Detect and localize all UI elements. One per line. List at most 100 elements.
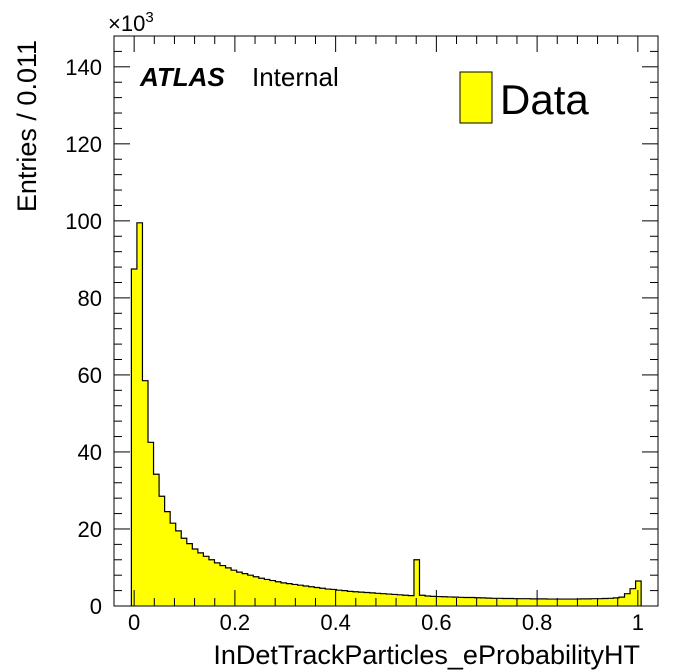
histogram-bar <box>558 599 564 606</box>
histogram-bar <box>275 581 282 606</box>
histogram-bar <box>347 591 354 606</box>
histogram-bar <box>236 572 243 606</box>
histogram-bar <box>159 496 166 606</box>
histogram-bar <box>491 598 498 606</box>
histogram-bar <box>358 592 365 606</box>
histogram-bar <box>131 269 138 606</box>
histogram-bar <box>530 598 537 606</box>
histogram-bar <box>253 576 260 606</box>
x-tick-label: 0.6 <box>421 610 452 635</box>
x-tick-label: 0.8 <box>522 610 553 635</box>
histogram-bar <box>469 597 476 606</box>
histogram-bar <box>519 598 526 606</box>
histogram-bar <box>413 559 420 606</box>
histogram-bar <box>391 594 398 606</box>
histogram-bar <box>580 598 587 606</box>
histogram-bar <box>142 380 149 606</box>
axes: 0 0.2 0.4 0.6 0.8 1 0 20 40 60 80 100 120 140 <box>65 36 659 635</box>
histogram-bar <box>591 598 598 606</box>
atlas-label: ATLAS <box>139 62 225 92</box>
x-tick-label: 0.2 <box>220 610 251 635</box>
histogram-bar <box>264 579 271 606</box>
histogram-bar <box>303 585 310 606</box>
x-tick-label: 0 <box>128 610 140 635</box>
histogram-bar <box>380 593 387 606</box>
histogram-bar <box>458 597 465 606</box>
histogram-bar <box>341 590 348 606</box>
histogram-bar <box>447 596 454 606</box>
histogram-bar <box>247 575 254 606</box>
histogram-bar <box>336 590 343 606</box>
histogram-bar <box>452 597 459 606</box>
y-tick-label: 120 <box>65 132 102 157</box>
legend: Data <box>459 71 589 124</box>
histogram-bar <box>330 589 337 606</box>
histogram-bar <box>153 474 160 606</box>
histogram-bar <box>441 596 448 606</box>
histogram-bar <box>319 588 326 606</box>
histogram-bar <box>203 556 210 606</box>
histogram-bar <box>624 593 631 606</box>
histogram-bar <box>607 598 614 606</box>
plot-frame <box>113 35 659 607</box>
x-tick-label: 1 <box>632 610 644 635</box>
histogram-outline <box>130 222 642 606</box>
histogram-bar <box>613 597 620 606</box>
histogram-bar <box>546 599 553 606</box>
histogram-bar <box>314 587 321 606</box>
y-tick-label: 60 <box>78 363 102 388</box>
histogram-bar <box>297 585 304 606</box>
histogram-bar <box>231 570 238 606</box>
histogram-bar <box>197 552 204 606</box>
histogram-bar <box>635 580 642 606</box>
y-tick-label: 80 <box>78 286 102 311</box>
histogram-bar <box>208 559 215 606</box>
histogram-bar <box>436 596 443 606</box>
y-tick-label: 100 <box>65 209 102 234</box>
legend-label-data: Data <box>500 76 589 123</box>
histogram-bar <box>308 586 315 606</box>
histogram-bar <box>214 562 221 606</box>
histogram-bar <box>369 592 376 606</box>
histogram-bar <box>269 580 276 606</box>
histogram-bar <box>175 530 182 606</box>
x-tick-label: 0.4 <box>320 610 351 635</box>
internal-label: Internal <box>252 62 339 92</box>
x-axis-label: InDetTrackParticles_eProbabilityHT <box>213 640 640 670</box>
y-axis-label: Entries / 0.011 <box>12 40 42 212</box>
histogram-bar <box>630 588 636 606</box>
histogram-bar <box>569 599 576 606</box>
histogram-bar <box>480 597 487 606</box>
histogram-bar <box>524 598 531 606</box>
histogram-bar <box>463 597 470 606</box>
histogram-bar <box>430 596 437 606</box>
legend-swatch-data <box>459 71 493 124</box>
y-tick-label: 20 <box>78 517 102 542</box>
histogram-bar <box>220 565 226 606</box>
histogram-bar <box>386 594 393 606</box>
histogram-bar <box>585 598 592 606</box>
y-axis-multiplier: ×103 <box>108 9 154 36</box>
histogram-bar <box>258 578 265 606</box>
histogram-bar <box>280 582 287 606</box>
histogram-bar <box>148 442 154 606</box>
histogram-bars <box>131 222 642 607</box>
y-tick-label: 0 <box>90 594 102 619</box>
histogram-bar <box>325 589 332 606</box>
histogram-bar <box>419 595 426 606</box>
histogram-bar <box>192 549 199 606</box>
histogram-bar <box>596 598 603 606</box>
y-tick-label: 40 <box>78 440 102 465</box>
histogram-bar <box>136 222 143 607</box>
histogram-bar <box>170 523 177 606</box>
histogram-bar <box>242 573 249 606</box>
y-tick-label: 140 <box>65 55 102 80</box>
histogram-bar <box>535 598 542 606</box>
histogram-bar <box>474 597 481 606</box>
histogram-bar <box>286 583 293 606</box>
histogram-bar <box>502 598 509 606</box>
histogram-bar <box>602 598 609 606</box>
histogram-bar <box>181 538 188 606</box>
histogram-bar <box>552 599 559 606</box>
